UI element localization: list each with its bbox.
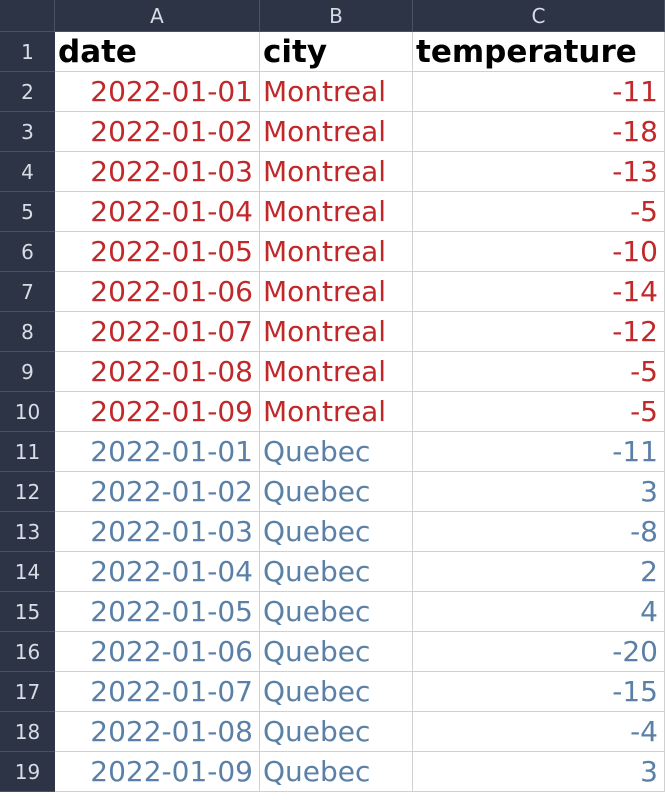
- cell-date[interactable]: 2022-01-02: [55, 472, 260, 512]
- select-all-corner[interactable]: [0, 0, 55, 32]
- cell-date[interactable]: 2022-01-06: [55, 272, 260, 312]
- cell-date[interactable]: 2022-01-07: [55, 312, 260, 352]
- cell-date[interactable]: 2022-01-05: [55, 232, 260, 272]
- cell-temperature[interactable]: -20: [413, 632, 665, 672]
- cell-city[interactable]: Montreal: [260, 152, 413, 192]
- cell-temperature[interactable]: 2: [413, 552, 665, 592]
- cell-temperature[interactable]: 3: [413, 472, 665, 512]
- cell-temperature[interactable]: -11: [413, 72, 665, 112]
- cell-temperature[interactable]: -11: [413, 432, 665, 472]
- cell-date[interactable]: 2022-01-09: [55, 752, 260, 792]
- cell-date[interactable]: 2022-01-07: [55, 672, 260, 712]
- row-header[interactable]: 5: [0, 192, 55, 232]
- cell-city[interactable]: Quebec: [260, 432, 413, 472]
- row-header[interactable]: 17: [0, 672, 55, 712]
- cell-date[interactable]: 2022-01-04: [55, 552, 260, 592]
- cell-city[interactable]: Quebec: [260, 752, 413, 792]
- cell-temperature[interactable]: -10: [413, 232, 665, 272]
- cell-temperature[interactable]: 3: [413, 752, 665, 792]
- cell-city[interactable]: Quebec: [260, 672, 413, 712]
- row-header[interactable]: 3: [0, 112, 55, 152]
- cell-date[interactable]: 2022-01-08: [55, 712, 260, 752]
- column-header-b[interactable]: B: [260, 0, 413, 32]
- cell-city[interactable]: Quebec: [260, 512, 413, 552]
- cell-temperature[interactable]: -15: [413, 672, 665, 712]
- column-header-c[interactable]: C: [413, 0, 665, 32]
- cell-date[interactable]: 2022-01-06: [55, 632, 260, 672]
- cell-date[interactable]: 2022-01-03: [55, 152, 260, 192]
- cell-city[interactable]: Montreal: [260, 272, 413, 312]
- cell-temperature[interactable]: -14: [413, 272, 665, 312]
- cell-city[interactable]: Montreal: [260, 392, 413, 432]
- cell-city[interactable]: Montreal: [260, 232, 413, 272]
- row-header[interactable]: 2: [0, 72, 55, 112]
- row-header[interactable]: 9: [0, 352, 55, 392]
- cell-date[interactable]: 2022-01-01: [55, 432, 260, 472]
- column-header-a[interactable]: A: [55, 0, 260, 32]
- row-header[interactable]: 14: [0, 552, 55, 592]
- cell-city[interactable]: Quebec: [260, 592, 413, 632]
- cell-date[interactable]: 2022-01-09: [55, 392, 260, 432]
- cell-temperature[interactable]: 4: [413, 592, 665, 632]
- cell-temperature[interactable]: -12: [413, 312, 665, 352]
- row-header[interactable]: 15: [0, 592, 55, 632]
- cell-date[interactable]: 2022-01-04: [55, 192, 260, 232]
- cell-date[interactable]: 2022-01-01: [55, 72, 260, 112]
- cell-date[interactable]: 2022-01-05: [55, 592, 260, 632]
- row-header[interactable]: 10: [0, 392, 55, 432]
- cell-city[interactable]: Quebec: [260, 712, 413, 752]
- cell-temperature[interactable]: -5: [413, 352, 665, 392]
- row-header[interactable]: 8: [0, 312, 55, 352]
- cell-city[interactable]: Quebec: [260, 552, 413, 592]
- cell-c1-temperature-header[interactable]: temperature: [413, 32, 665, 72]
- cell-city[interactable]: Montreal: [260, 352, 413, 392]
- row-header[interactable]: 12: [0, 472, 55, 512]
- cell-date[interactable]: 2022-01-02: [55, 112, 260, 152]
- cell-temperature[interactable]: -5: [413, 392, 665, 432]
- cell-city[interactable]: Montreal: [260, 312, 413, 352]
- cell-temperature[interactable]: -4: [413, 712, 665, 752]
- cell-city[interactable]: Montreal: [260, 192, 413, 232]
- cell-date[interactable]: 2022-01-08: [55, 352, 260, 392]
- cell-temperature[interactable]: -13: [413, 152, 665, 192]
- row-header[interactable]: 4: [0, 152, 55, 192]
- row-header[interactable]: 7: [0, 272, 55, 312]
- cell-b1-city-header[interactable]: city: [260, 32, 413, 72]
- cell-temperature[interactable]: -18: [413, 112, 665, 152]
- cell-city[interactable]: Quebec: [260, 632, 413, 672]
- row-header[interactable]: 6: [0, 232, 55, 272]
- row-header[interactable]: 11: [0, 432, 55, 472]
- cell-city[interactable]: Quebec: [260, 472, 413, 512]
- row-header[interactable]: 16: [0, 632, 55, 672]
- cell-city[interactable]: Montreal: [260, 72, 413, 112]
- row-header[interactable]: 19: [0, 752, 55, 792]
- cell-temperature[interactable]: -8: [413, 512, 665, 552]
- cell-a1-date-header[interactable]: date: [55, 32, 260, 72]
- row-header[interactable]: 1: [0, 32, 55, 72]
- row-header[interactable]: 18: [0, 712, 55, 752]
- row-header[interactable]: 13: [0, 512, 55, 552]
- cell-date[interactable]: 2022-01-03: [55, 512, 260, 552]
- cell-temperature[interactable]: -5: [413, 192, 665, 232]
- cell-city[interactable]: Montreal: [260, 112, 413, 152]
